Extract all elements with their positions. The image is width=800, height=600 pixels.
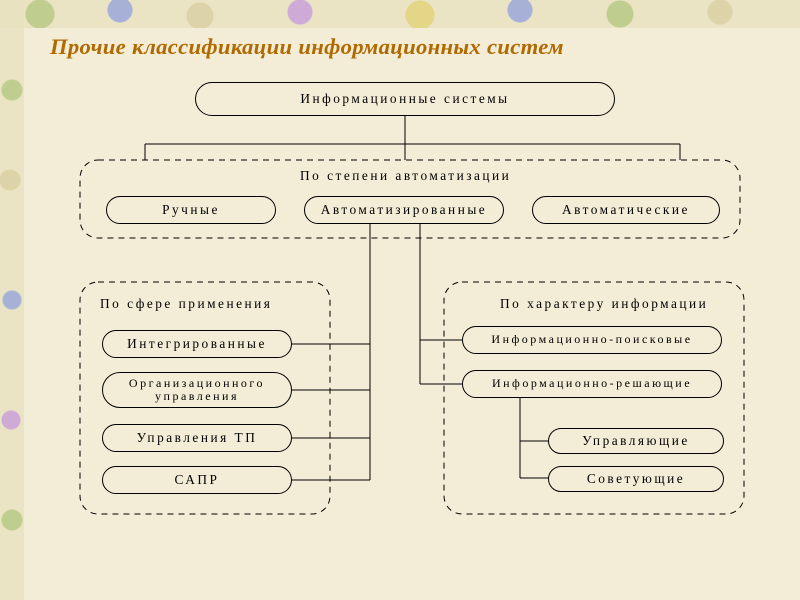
node-g2_a: Интегрированные: [102, 330, 292, 358]
group-title-g1: По степени автоматизации: [300, 168, 511, 184]
node-g1_a: Ручные: [106, 196, 276, 224]
node-g1_c: Автоматические: [532, 196, 720, 224]
node-g3_c: Управляющие: [548, 428, 724, 454]
node-g1_b: Автоматизированные: [304, 196, 504, 224]
node-root: Информационные системы: [195, 82, 615, 116]
node-g2_c: Управления ТП: [102, 424, 292, 452]
diagram-stage: По степени автоматизации По сфере примене…: [0, 0, 800, 600]
node-g2_d: САПР: [102, 466, 292, 494]
node-g3_a: Информационно-поисковые: [462, 326, 722, 354]
group-title-g3: По характеру информации: [500, 296, 708, 312]
node-g2_b: Организационного управления: [102, 372, 292, 408]
node-g3_b: Информационно-решающие: [462, 370, 722, 398]
group-title-g2: По сфере применения: [100, 296, 272, 312]
node-g3_d: Советующие: [548, 466, 724, 492]
